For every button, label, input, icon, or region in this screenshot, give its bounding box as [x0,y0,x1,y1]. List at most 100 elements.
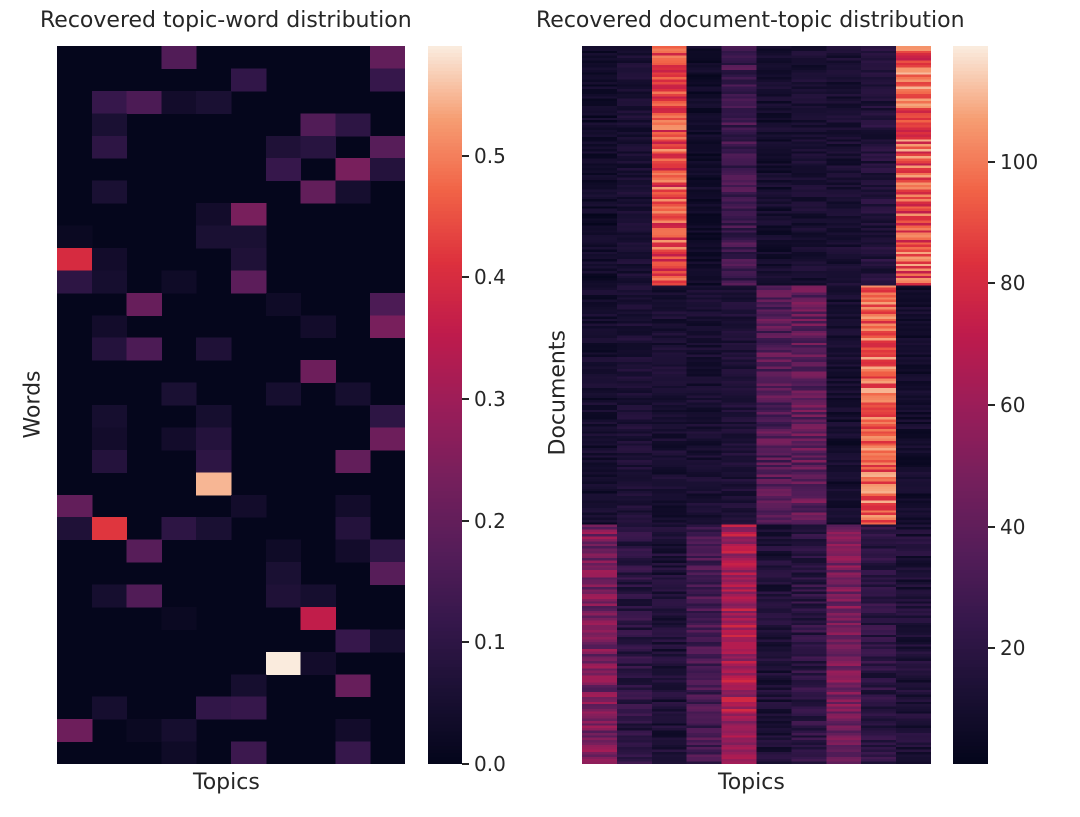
colorbar-segment [953,243,988,248]
heatmap-cell [686,579,723,583]
heatmap-cell [91,719,128,743]
colorbar-segment [953,405,988,410]
heatmap-cell [791,144,827,148]
heatmap-cell [791,220,827,224]
colorbar-segment [953,221,988,227]
heatmap-cell [791,278,827,282]
heatmap-cell [756,421,792,425]
heatmap-cell [756,507,792,511]
heatmap-cell [826,752,862,756]
heatmap-cell [791,534,827,538]
heatmap-cell [651,333,688,337]
heatmap-cell [616,744,653,748]
heatmap-cell [721,474,757,478]
heatmap-cell [616,687,653,691]
heatmap-cell [651,493,688,497]
colorbar-segment [953,462,988,467]
heatmap-cell [651,127,688,131]
heatmap-cell [651,215,688,219]
heatmap-cell [686,395,723,399]
heatmap-cell [791,400,827,404]
heatmap-cell [896,81,931,85]
heatmap-cell [57,674,93,698]
heatmap-cell [686,591,723,595]
colorbar-segment [953,645,988,650]
heatmap-cell [126,247,162,271]
heatmap-cell [896,388,931,392]
heatmap-cell [582,170,618,174]
heatmap-cell [721,349,757,353]
heatmap-cell [651,577,688,581]
heatmap-cell [582,567,618,571]
heatmap-cell [896,172,931,176]
heatmap-cell [616,259,653,262]
heatmap-cell [616,321,653,325]
heatmap-cell [791,474,827,478]
heatmap-cell [861,122,897,126]
heatmap-cell [826,244,862,248]
heatmap-cell [300,517,336,541]
heatmap-cell [686,270,723,274]
heatmap-cell [686,699,723,703]
heatmap-cell [686,625,723,629]
heatmap-cell [896,194,931,198]
heatmap-cell [616,594,653,598]
heatmap-cell [126,203,162,226]
heatmap-cell [826,438,862,442]
heatmap-cell [826,340,862,344]
heatmap-cell [826,601,862,605]
heatmap-cell [686,553,723,557]
heatmap-cell [582,213,618,217]
heatmap-cell [616,706,653,710]
heatmap-cell [335,562,371,585]
colorbar-segment [953,667,988,672]
heatmap-cell [896,328,931,332]
heatmap-cell [582,732,618,736]
heatmap-cell [616,345,653,349]
heatmap-cell [826,579,862,583]
heatmap-cell [861,98,897,102]
colorbar-segment [428,168,462,173]
heatmap-cell [896,505,931,509]
colorbar-segment [953,681,988,686]
colorbar-segment [953,340,988,345]
heatmap-cell [616,383,653,387]
heatmap-cell [896,247,931,251]
heatmap-cell [826,483,862,487]
heatmap-cell [651,237,688,241]
colorbar-segment [428,562,462,568]
heatmap-cell [582,462,618,466]
heatmap-cell [791,201,827,205]
heatmap-cell [721,615,757,619]
heatmap-cell [826,69,862,73]
heatmap-cell [896,79,931,83]
heatmap-cell [896,488,931,492]
heatmap-cell [651,232,688,236]
colorbar-segment [953,534,988,539]
colorbar-segment [428,89,462,94]
colorbar-segment [953,742,988,747]
heatmap-cell [651,50,688,54]
heatmap-cell [651,347,688,351]
heatmap-cell [686,213,723,217]
heatmap-cell [791,644,827,648]
heatmap-cell [721,512,757,516]
heatmap-cell [721,165,757,169]
heatmap-cell [756,69,792,73]
colorbar-segment [953,121,988,126]
heatmap-cell [582,586,618,590]
heatmap-cell [616,445,653,449]
heatmap-cell [300,113,336,137]
heatmap-cell [616,550,653,554]
heatmap-cell [582,426,618,430]
heatmap-cell [651,136,688,140]
heatmap-cell [721,462,757,466]
heatmap-cell [896,98,931,102]
heatmap-cell [896,730,931,734]
heatmap-cell [161,472,197,496]
heatmap-cell [161,203,197,226]
heatmap-cell [265,584,302,608]
heatmap-cell [582,280,618,284]
heatmap-cell [826,388,862,392]
heatmap-cell [582,57,618,61]
